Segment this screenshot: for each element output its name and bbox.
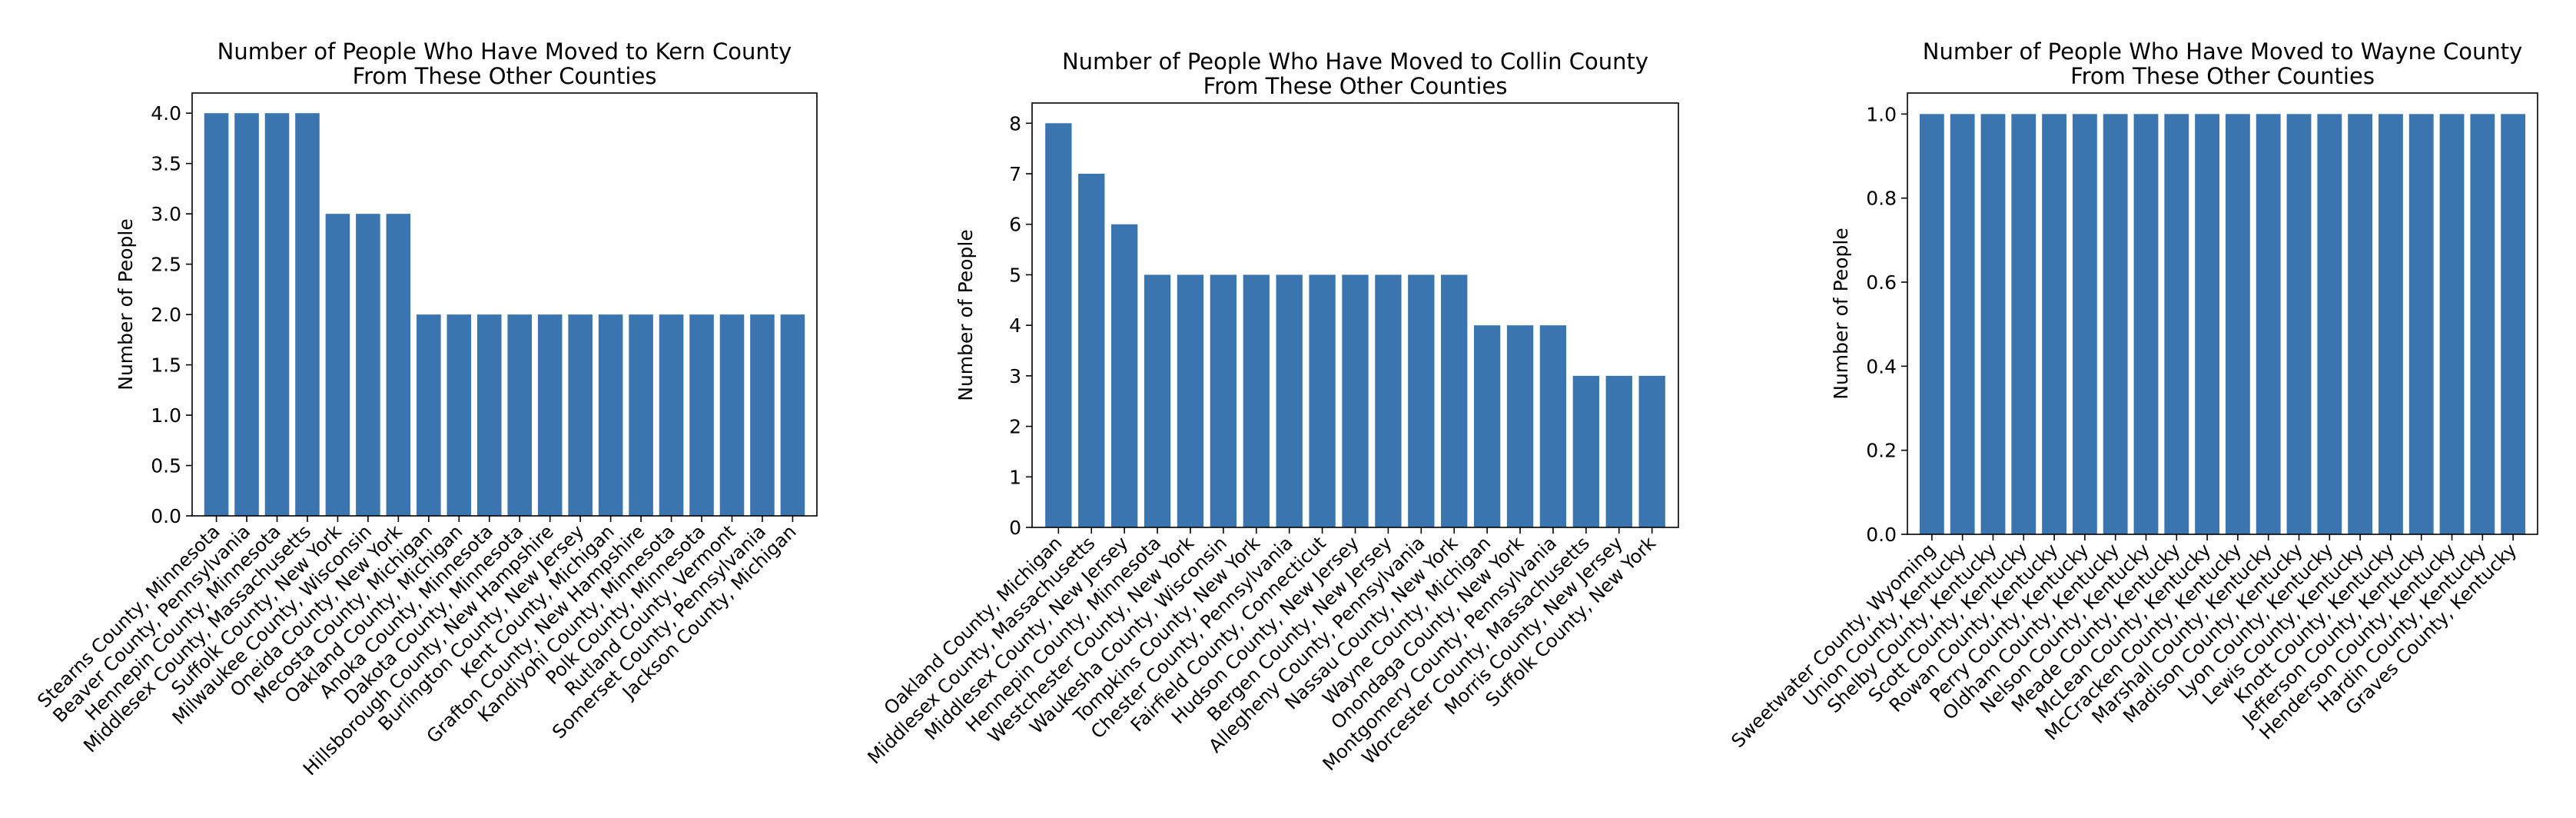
bar: [1375, 274, 1402, 527]
subplot-2: Number of People Who Have Moved to Colli…: [864, 48, 1679, 775]
bar: [295, 113, 320, 516]
y-tick-label: 3.0: [151, 203, 181, 225]
bar: [1342, 274, 1369, 527]
bar: [2439, 114, 2465, 535]
chart-title-line: Number of People Who Have Moved to Kern …: [217, 38, 792, 65]
y-tick-label: 2.0: [151, 304, 181, 326]
bar: [1506, 325, 1534, 527]
bar: [1950, 114, 1975, 535]
y-tick-label: 0.4: [1866, 355, 1897, 377]
bar: [476, 314, 502, 516]
plot-frame: [191, 92, 818, 517]
y-tick-label: 0: [1009, 517, 1021, 539]
y-tick-label: 6: [1009, 214, 1021, 236]
y-tick-label: 1.0: [1866, 103, 1897, 125]
bar: [204, 113, 229, 516]
bar: [2195, 114, 2220, 535]
bar: [1210, 274, 1237, 527]
chart-title-line: Number of People Who Have Moved to Wayne…: [1923, 38, 2522, 65]
chart-title-line: From These Other Counties: [353, 63, 657, 89]
bar: [2133, 114, 2159, 535]
bar: [1078, 174, 1105, 527]
bar: [1441, 274, 1468, 527]
bar: [446, 314, 472, 516]
bar: [1980, 114, 2006, 535]
bar: [325, 214, 350, 516]
subplot-1: Number of People Who Have Moved to Kern …: [33, 38, 818, 780]
y-tick-label: 0.2: [1866, 440, 1897, 462]
bar: [2501, 114, 2526, 535]
bar: [1177, 274, 1204, 527]
bar: [780, 314, 805, 516]
bar: [1045, 123, 1072, 528]
bar: [537, 314, 563, 516]
bar: [1919, 114, 1944, 535]
y-tick-label: 4.0: [151, 102, 181, 125]
bar: [2470, 114, 2495, 535]
bar: [1605, 375, 1632, 527]
bar: [2225, 114, 2250, 535]
bar: [1309, 274, 1336, 527]
bar: [1638, 375, 1665, 527]
bar: [659, 314, 684, 516]
y-tick-label: 3.5: [151, 153, 181, 175]
bar: [507, 314, 533, 516]
bar: [719, 314, 745, 516]
y-tick-label: 0.5: [151, 455, 181, 477]
y-tick-label: 2.5: [151, 254, 181, 276]
y-tick-label: 1.5: [151, 354, 181, 377]
bar: [629, 314, 653, 516]
bar: [2011, 114, 2037, 535]
bar: [234, 113, 259, 516]
bar: [2103, 114, 2128, 535]
bar: [568, 314, 593, 516]
bar: [750, 314, 775, 516]
bar: [2348, 114, 2373, 535]
bar: [2042, 114, 2066, 535]
bar: [2072, 114, 2097, 535]
bar: [2286, 114, 2312, 535]
y-tick-label: 0.0: [1866, 524, 1897, 546]
chart-title-line: Number of People Who Have Moved to Colli…: [1062, 48, 1648, 75]
y-tick-label: 0.8: [1866, 188, 1897, 210]
bar: [2164, 114, 2189, 535]
chart-title-line: From These Other Counties: [2070, 63, 2375, 89]
y-tick-label: 0.0: [151, 505, 181, 527]
bar: [417, 314, 441, 516]
y-tick-label: 5: [1009, 264, 1021, 286]
bar: [2378, 114, 2403, 535]
bar: [386, 214, 411, 516]
plot-frame: [1907, 92, 2538, 535]
y-axis-label: Number of People: [115, 218, 137, 390]
bar: [689, 314, 714, 516]
bar: [1276, 274, 1303, 527]
y-axis-label: Number of People: [954, 229, 977, 401]
y-tick-label: 8: [1009, 112, 1021, 135]
y-tick-label: 2: [1009, 416, 1021, 438]
bar: [1572, 375, 1600, 527]
bar: [1408, 274, 1435, 527]
y-tick-label: 7: [1009, 163, 1021, 185]
x-tick-label: Middlesex County, Massachusetts: [864, 532, 1100, 768]
bar: [1144, 274, 1171, 527]
bar: [264, 113, 290, 516]
y-tick-label: 0.6: [1866, 271, 1897, 294]
bar: [598, 314, 623, 516]
y-axis-label: Number of People: [1830, 228, 1852, 399]
y-tick-label: 1.0: [151, 404, 181, 427]
bar: [1539, 325, 1567, 527]
y-tick-label: 4: [1009, 314, 1021, 337]
bar: [2256, 114, 2281, 535]
bar: [1473, 325, 1501, 527]
subplot-3: Number of People Who Have Moved to Wayne…: [1727, 38, 2538, 752]
bar: [2317, 114, 2342, 535]
y-tick-label: 1: [1009, 466, 1021, 488]
bar: [356, 214, 380, 516]
bar: [1243, 274, 1270, 527]
bar: [2408, 114, 2434, 535]
bar: [1110, 224, 1138, 527]
chart-title-line: From These Other Counties: [1203, 73, 1508, 99]
y-tick-label: 3: [1009, 365, 1021, 387]
